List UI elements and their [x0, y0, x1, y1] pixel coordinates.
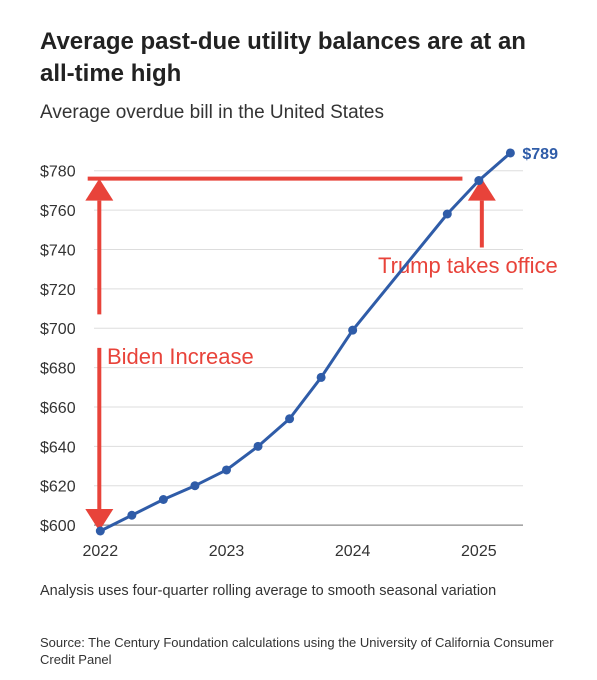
line-chart: $600 $620 $640 $660 $680 $700 $720 $740 $760 $780… — [40, 146, 558, 560]
data-point — [253, 441, 263, 451]
data-point — [221, 465, 231, 475]
series-line — [99, 151, 512, 533]
data-point — [505, 148, 515, 158]
x-tick-label: 2023 — [209, 543, 245, 560]
data-point — [95, 526, 105, 536]
y-axis-ticks: $600 $620 $640 $660 $680 $700 $720 $740 $760 $780 — [40, 164, 76, 535]
chart-title: Average past-due utility balances are at… — [40, 28, 526, 87]
y-tick-label: $780 — [40, 164, 76, 181]
end-value-label: $789 — [522, 146, 558, 163]
y-tick-label: $620 — [40, 479, 76, 496]
x-tick-label: 2022 — [83, 543, 119, 560]
data-point — [190, 481, 200, 491]
data-point — [158, 494, 168, 504]
chart-source: Source: The Century Foundation calculati… — [40, 635, 554, 667]
data-point — [285, 414, 295, 424]
data-point — [442, 209, 452, 219]
series-group: $789 — [95, 146, 558, 536]
data-point — [474, 176, 484, 186]
data-point — [127, 510, 137, 520]
y-tick-label: $640 — [40, 439, 76, 456]
biden-increase-label: Biden Increase — [107, 344, 254, 369]
y-tick-label: $600 — [40, 518, 76, 535]
annotations: Biden Increase Trump takes office — [85, 176, 558, 531]
x-tick-label: 2025 — [461, 543, 497, 560]
y-tick-label: $720 — [40, 282, 76, 299]
trump-arrow-head — [467, 178, 496, 201]
data-point — [316, 372, 326, 382]
y-tick-label: $740 — [40, 242, 76, 259]
trump-takes-office-label: Trump takes office — [378, 253, 558, 278]
chart-note: Analysis uses four-quarter rolling avera… — [40, 583, 497, 599]
biden-arrow-down-head — [85, 509, 114, 531]
x-axis-ticks: 2022 2023 2024 2025 — [83, 543, 497, 560]
chart-subtitle: Average overdue bill in the United State… — [40, 102, 384, 123]
y-tick-label: $700 — [40, 321, 76, 338]
y-tick-label: $760 — [40, 203, 76, 220]
data-point — [348, 325, 358, 335]
y-tick-label: $680 — [40, 361, 76, 378]
x-tick-label: 2024 — [335, 543, 371, 560]
biden-arrow-up-head — [85, 178, 114, 201]
y-tick-label: $660 — [40, 400, 76, 417]
